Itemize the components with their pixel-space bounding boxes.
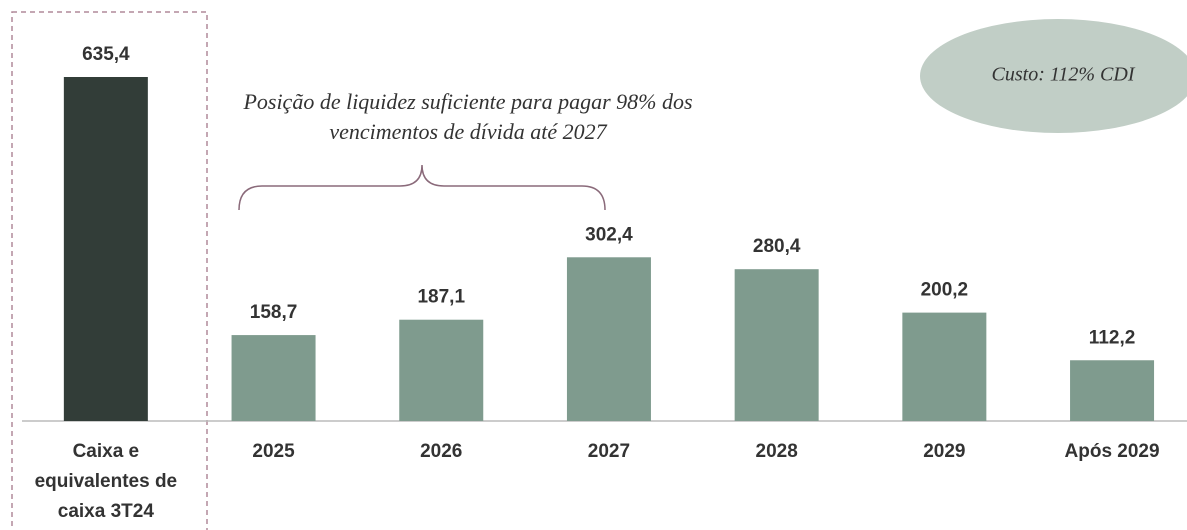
bar — [231, 335, 316, 421]
bar — [1070, 360, 1155, 421]
bar — [566, 257, 651, 421]
annotation: Posição de liquidez suficiente para paga… — [243, 89, 693, 144]
bar — [734, 269, 819, 421]
value-label: 280,4 — [753, 236, 801, 257]
cost-ellipse — [920, 19, 1187, 133]
value-label: 302,4 — [585, 224, 633, 245]
value-label: 635,4 — [82, 44, 130, 65]
x-tick-label: 2027 — [587, 441, 631, 462]
bar — [902, 312, 987, 421]
value-label: 187,1 — [417, 287, 465, 308]
x-tick-label: Após 2029 — [1064, 441, 1160, 462]
highlight-box — [11, 11, 208, 530]
x-tick-label: 2029 — [923, 441, 966, 462]
x-tick-label: 2025 — [252, 441, 295, 462]
x-tick-label: 2026 — [420, 441, 463, 462]
x-tick-label: 2028 — [755, 441, 798, 462]
x-tick-label: Caixa e equivalentes de caixa 3T24 — [34, 441, 178, 522]
bar — [399, 319, 484, 421]
brace — [238, 164, 606, 211]
value-label: 112,2 — [1089, 327, 1136, 348]
cost-label: Custo: 112% CDI — [992, 64, 1136, 86]
value-label: 158,7 — [250, 302, 298, 323]
bar — [63, 77, 148, 421]
value-label: 200,2 — [921, 280, 969, 301]
